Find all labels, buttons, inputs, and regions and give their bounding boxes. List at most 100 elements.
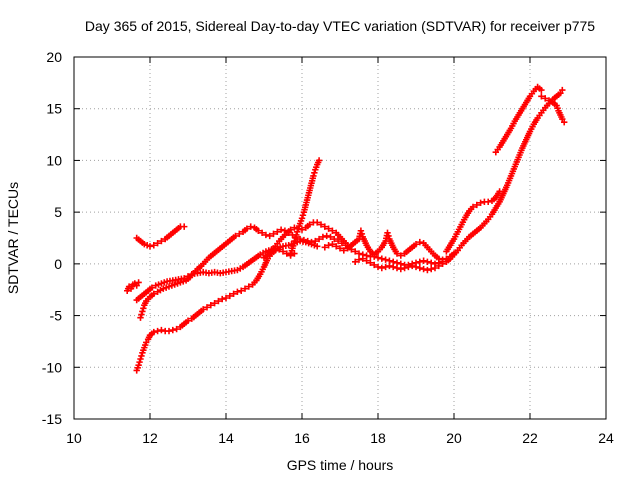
data-point [336, 245, 344, 252]
data-point [150, 328, 157, 336]
data-point [496, 188, 503, 195]
data-point [247, 223, 254, 230]
y-tick-label: 10 [46, 152, 62, 168]
data-point [135, 279, 142, 286]
x-tick-label: 18 [370, 430, 386, 446]
data-point [274, 228, 281, 235]
data-point [359, 255, 366, 262]
data-point [314, 243, 321, 250]
data-point [165, 327, 173, 335]
data-point [416, 258, 423, 265]
data-point [266, 232, 273, 240]
data-point [355, 250, 363, 257]
data-point [559, 86, 566, 94]
data-point [352, 258, 359, 265]
data-point [378, 264, 385, 272]
data-point [319, 233, 327, 241]
data-point [310, 172, 317, 180]
data-point [327, 233, 334, 241]
data-point [542, 95, 549, 102]
data-point [304, 237, 311, 245]
data-point [469, 203, 477, 211]
data-point [184, 317, 192, 324]
data-point [420, 257, 427, 264]
data-point [424, 258, 431, 265]
data-point [139, 308, 146, 315]
data-point [258, 229, 266, 237]
data-point [158, 237, 165, 245]
data-point [291, 237, 298, 245]
data-point [295, 225, 302, 232]
data-point [317, 221, 325, 228]
data-point [311, 169, 318, 177]
y-tick-label: -10 [42, 359, 62, 375]
data-point [300, 236, 308, 244]
data-point [158, 326, 165, 334]
data-point [287, 226, 294, 233]
data-point [321, 223, 328, 230]
data-point [431, 264, 439, 272]
y-tick-label: 15 [46, 101, 62, 117]
data-point [331, 235, 338, 243]
data-point [329, 241, 336, 248]
data-point [312, 237, 319, 245]
data-point [358, 230, 366, 238]
data-point [333, 243, 340, 250]
data-point [293, 231, 300, 239]
data-point [173, 325, 180, 333]
x-tick-label: 24 [598, 430, 614, 446]
data-point [230, 290, 237, 298]
y-tick-label: 20 [46, 49, 62, 65]
data-point [298, 215, 306, 222]
data-point [374, 254, 382, 261]
x-tick-label: 10 [66, 430, 82, 446]
data-point [308, 238, 315, 246]
x-tick-label: 20 [446, 430, 462, 446]
data-point [148, 284, 156, 291]
data-point [385, 232, 392, 240]
data-point [416, 238, 423, 246]
data-point [428, 259, 435, 267]
data-point [226, 292, 233, 300]
data-point [135, 362, 142, 369]
data-point [416, 264, 423, 272]
data-point [428, 265, 435, 273]
y-tick-label: -15 [42, 411, 62, 427]
data-point [371, 261, 378, 269]
y-tick-label: 5 [54, 204, 62, 220]
data-point [374, 263, 382, 271]
data-point [412, 241, 420, 248]
data-point [397, 252, 404, 259]
data-point [299, 212, 307, 219]
data-point [378, 255, 385, 262]
data-point [294, 228, 301, 235]
data-point [146, 243, 154, 250]
data-point [352, 248, 359, 255]
data-point [340, 247, 347, 254]
data-point [401, 264, 408, 272]
data-point [538, 86, 545, 94]
data-point [334, 237, 342, 245]
data-point [298, 226, 306, 233]
data-point [154, 327, 161, 335]
data-point [315, 235, 323, 243]
data-point [234, 288, 241, 295]
chart-title: Day 365 of 2015, Sidereal Day-to-day VTE… [85, 18, 595, 34]
data-point [215, 297, 222, 305]
data-point [137, 355, 144, 363]
data-point [439, 260, 446, 268]
data-point [329, 227, 336, 234]
data-point [306, 221, 313, 228]
x-tick-label: 14 [218, 430, 234, 446]
data-point [393, 264, 401, 272]
x-tick-label: 22 [522, 430, 538, 446]
data-point [367, 259, 374, 267]
data-point [382, 263, 389, 271]
data-point [409, 262, 416, 270]
data-point [203, 304, 211, 311]
data-point [137, 314, 144, 321]
data-point [382, 256, 389, 263]
data-point [292, 234, 299, 242]
data-point [386, 262, 393, 270]
y-tick-label: 0 [54, 256, 62, 272]
